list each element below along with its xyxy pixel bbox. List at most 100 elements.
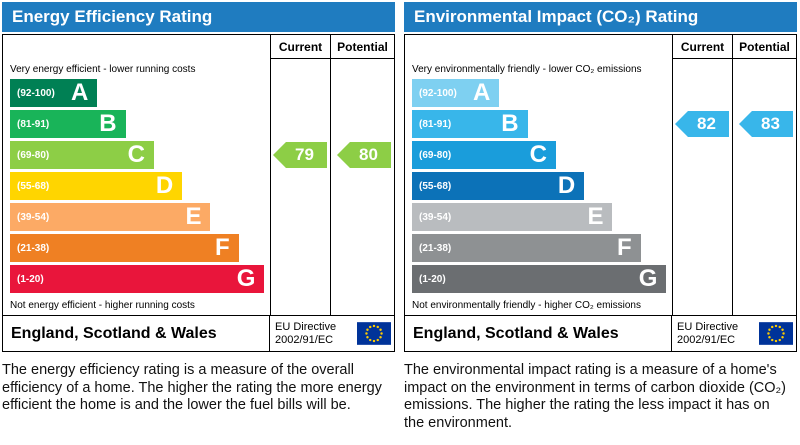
chart-footer: England, Scotland & Wales EU Directive 2… <box>3 315 394 351</box>
band-row-f: (21-38) F <box>10 234 267 262</box>
band-bar-a: (92-100) A <box>10 79 98 107</box>
band-letter: G <box>236 265 256 292</box>
band-bar-e: (39-54) E <box>10 203 211 231</box>
band-row-e: (39-54) E <box>412 203 669 231</box>
top-note: Very environmentally friendly - lower CO… <box>412 64 642 75</box>
band-range-label: (81-91) <box>17 118 50 130</box>
environment-description: The environmental impact rating is a mea… <box>404 362 786 432</box>
directive-cell: EU Directive 2002/91/EC <box>269 316 394 351</box>
directive-line2: 2002/91/EC <box>275 333 334 346</box>
potential-rating-arrow: 80 <box>337 142 391 168</box>
band-rows: (92-100) A (81-91) B (69-80) C (55-68) D (39-54)… <box>3 79 270 293</box>
epc-rating-charts: Energy Efficiency Rating Very energy eff… <box>2 2 797 433</box>
band-bar-e: (39-54) E <box>412 203 613 231</box>
band-range-label: (21-38) <box>419 242 452 254</box>
band-row-c: (69-80) C <box>412 141 669 169</box>
bands-column: Very environmentally friendly - lower CO… <box>405 35 672 315</box>
potential-column: Potential 80 <box>330 35 394 315</box>
band-rows: (92-100) A (81-91) B (69-80) C (55-68) D (39-54)… <box>405 79 672 293</box>
directive-label: EU Directive 2002/91/EC <box>677 321 738 346</box>
chart-footer: England, Scotland & Wales EU Directive 2… <box>405 315 796 351</box>
environment-panel-title: Environmental Impact (CO₂) Rating <box>414 7 699 26</box>
potential-rating-arrow: 83 <box>739 111 793 137</box>
directive-line2: 2002/91/EC <box>677 333 736 346</box>
directive-line1: EU Directive <box>677 320 739 333</box>
directive-line1: EU Directive <box>275 320 337 333</box>
current-column-body: 79 <box>271 59 330 315</box>
band-range-label: (92-100) <box>419 87 457 99</box>
band-row-a: (92-100) A <box>412 79 669 107</box>
band-row-a: (92-100) A <box>10 79 267 107</box>
band-range-label: (92-100) <box>17 87 55 99</box>
energy-rating-chart: Very energy efficient - lower running co… <box>2 34 395 352</box>
current-rating-arrow: 79 <box>273 142 327 168</box>
energy-efficiency-panel: Energy Efficiency Rating Very energy eff… <box>2 2 395 433</box>
band-row-f: (21-38) F <box>412 234 669 262</box>
current-column-body: 82 <box>673 59 732 315</box>
environment-chart-main: Very environmentally friendly - lower CO… <box>405 35 796 315</box>
top-note: Very energy efficient - lower running co… <box>10 64 196 75</box>
environment-rating-chart: Very environmentally friendly - lower CO… <box>404 34 797 352</box>
band-row-e: (39-54) E <box>10 203 267 231</box>
band-bar-d: (55-68) D <box>412 172 585 200</box>
energy-panel-title: Energy Efficiency Rating <box>12 7 213 26</box>
band-letter: E <box>185 203 202 230</box>
band-bar-g: (1-20) G <box>10 265 265 293</box>
potential-column-header: Potential <box>331 35 394 59</box>
energy-description: The energy efficiency rating is a measur… <box>2 362 382 414</box>
region-label: England, Scotland & Wales <box>413 324 619 342</box>
band-bar-f: (21-38) F <box>412 234 641 262</box>
band-letter: B <box>501 110 519 137</box>
band-letter: A <box>71 79 89 106</box>
band-letter: F <box>215 234 230 261</box>
band-letter: C <box>529 141 547 168</box>
band-bar-c: (69-80) C <box>10 141 154 169</box>
band-range-label: (55-68) <box>17 180 50 192</box>
band-range-label: (69-80) <box>419 149 452 161</box>
bands-column: Very energy efficient - lower running co… <box>3 35 270 315</box>
band-bar-g: (1-20) G <box>412 265 667 293</box>
band-range-label: (39-54) <box>17 211 50 223</box>
environment-title-bar: Environmental Impact (CO₂) Rating <box>404 2 797 32</box>
bottom-note: Not energy efficient - higher running co… <box>10 300 195 311</box>
band-bar-b: (81-91) B <box>412 110 528 138</box>
band-range-label: (81-91) <box>419 118 452 130</box>
band-row-b: (81-91) B <box>412 110 669 138</box>
current-rating-arrow: 82 <box>675 111 729 137</box>
current-column: Current 82 <box>672 35 732 315</box>
current-column-header: Current <box>271 35 330 59</box>
band-range-label: (21-38) <box>17 242 50 254</box>
potential-column-body: 83 <box>733 59 796 315</box>
band-letter: G <box>638 265 658 292</box>
band-letter: A <box>473 79 491 106</box>
band-range-label: (39-54) <box>419 211 452 223</box>
band-bar-b: (81-91) B <box>10 110 126 138</box>
potential-column-body: 80 <box>331 59 394 315</box>
current-column-header: Current <box>673 35 732 59</box>
band-letter: F <box>617 234 632 261</box>
environmental-impact-panel: Environmental Impact (CO₂) Rating Very e… <box>404 2 797 433</box>
potential-column-header: Potential <box>733 35 796 59</box>
energy-chart-main: Very energy efficient - lower running co… <box>3 35 394 315</box>
energy-title-bar: Energy Efficiency Rating <box>2 2 395 32</box>
band-letter: D <box>557 172 576 199</box>
band-row-c: (69-80) C <box>10 141 267 169</box>
directive-label: EU Directive 2002/91/EC <box>275 321 336 346</box>
potential-column: Potential 83 <box>732 35 796 315</box>
band-letter: D <box>155 172 174 199</box>
band-bar-f: (21-38) F <box>10 234 239 262</box>
band-range-label: (69-80) <box>17 149 50 161</box>
band-row-d: (55-68) D <box>10 172 267 200</box>
eu-flag-icon <box>759 322 793 345</box>
band-row-g: (1-20) G <box>10 265 267 293</box>
band-row-b: (81-91) B <box>10 110 267 138</box>
band-letter: E <box>587 203 604 230</box>
band-range-label: (1-20) <box>17 273 44 285</box>
region-label: England, Scotland & Wales <box>11 324 217 342</box>
band-bar-a: (92-100) A <box>412 79 500 107</box>
band-range-label: (1-20) <box>419 273 446 285</box>
band-row-g: (1-20) G <box>412 265 669 293</box>
current-column: Current 79 <box>270 35 330 315</box>
band-row-d: (55-68) D <box>412 172 669 200</box>
bottom-note: Not environmentally friendly - higher CO… <box>412 300 641 311</box>
